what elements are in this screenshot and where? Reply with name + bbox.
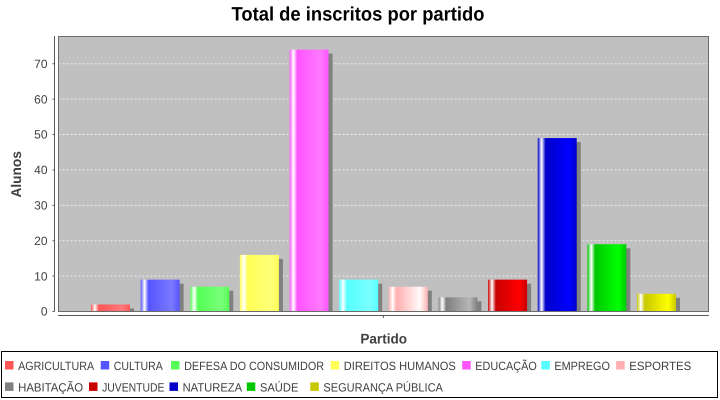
svg-text:60: 60 (34, 92, 48, 106)
svg-text:NATUREZA: NATUREZA (183, 380, 243, 394)
svg-text:DIREITOS HUMANOS: DIREITOS HUMANOS (344, 359, 456, 373)
svg-text:Total de inscritos por partido: Total de inscritos por partido (232, 4, 485, 26)
svg-text:EMPREGO: EMPREGO (554, 359, 610, 373)
svg-text:70: 70 (34, 57, 48, 71)
svg-text:EDUCAÇÃO: EDUCAÇÃO (475, 359, 537, 373)
svg-text:20: 20 (34, 234, 48, 248)
svg-text:AGRICULTURA: AGRICULTURA (18, 359, 94, 373)
svg-text:0: 0 (41, 305, 48, 319)
svg-text:SAÚDE: SAÚDE (260, 380, 299, 394)
svg-text:DEFESA DO CONSUMIDOR: DEFESA DO CONSUMIDOR (184, 359, 324, 373)
svg-text:HABITAÇÃO: HABITAÇÃO (18, 380, 83, 394)
svg-text:10: 10 (34, 269, 48, 283)
svg-text:40: 40 (34, 163, 48, 177)
svg-text:30: 30 (34, 199, 48, 213)
svg-text:CULTURA: CULTURA (114, 359, 163, 373)
svg-text:50: 50 (34, 128, 48, 142)
svg-text:Alunos: Alunos (8, 151, 24, 198)
svg-text:Partido: Partido (360, 330, 407, 346)
svg-text:SEGURANÇA PÚBLICA: SEGURANÇA PÚBLICA (323, 380, 443, 394)
svg-text:ESPORTES: ESPORTES (629, 359, 691, 373)
svg-text:JUVENTUDE: JUVENTUDE (102, 380, 164, 394)
